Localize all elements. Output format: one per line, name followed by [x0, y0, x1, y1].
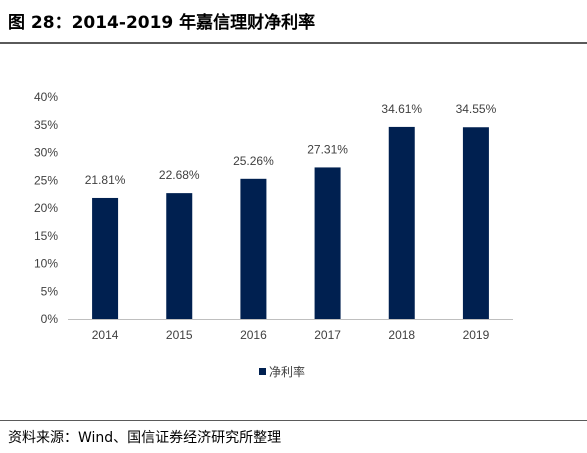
x-tick-label: 2014 [92, 328, 119, 342]
x-tick-label: 2017 [314, 328, 341, 342]
legend-swatch [259, 368, 266, 375]
y-tick-label: 15% [34, 229, 58, 243]
bar [314, 167, 341, 319]
data-label: 22.68% [159, 168, 200, 182]
data-label: 25.26% [233, 154, 274, 168]
y-tick-label: 5% [41, 284, 59, 298]
bar [166, 193, 193, 319]
x-tick-label: 2016 [240, 328, 267, 342]
data-label: 34.55% [456, 102, 497, 116]
y-tick-label: 25% [34, 173, 58, 187]
legend-label: 净利率 [269, 364, 305, 379]
data-label: 27.31% [307, 142, 348, 156]
y-tick-label: 10% [34, 257, 58, 271]
data-label: 34.61% [381, 102, 422, 116]
bar [240, 178, 267, 319]
x-tick-label: 2018 [388, 328, 415, 342]
bar [388, 126, 415, 320]
bar [462, 127, 489, 319]
bar [92, 197, 119, 319]
figure-title: 图 28：2014-2019 年嘉信理财净利率 [8, 13, 316, 33]
source-note: 资料来源：Wind、国信证券经济研究所整理 [8, 430, 282, 446]
data-label: 21.81% [85, 173, 126, 187]
y-tick-label: 30% [34, 146, 58, 160]
y-tick-label: 0% [41, 312, 59, 326]
y-tick-label: 20% [34, 201, 58, 215]
x-tick-label: 2015 [166, 328, 193, 342]
source-divider [0, 420, 587, 421]
title-divider [0, 42, 587, 44]
y-tick-label: 40% [34, 90, 58, 104]
x-tick-label: 2019 [463, 328, 490, 342]
y-tick-label: 35% [34, 118, 58, 132]
